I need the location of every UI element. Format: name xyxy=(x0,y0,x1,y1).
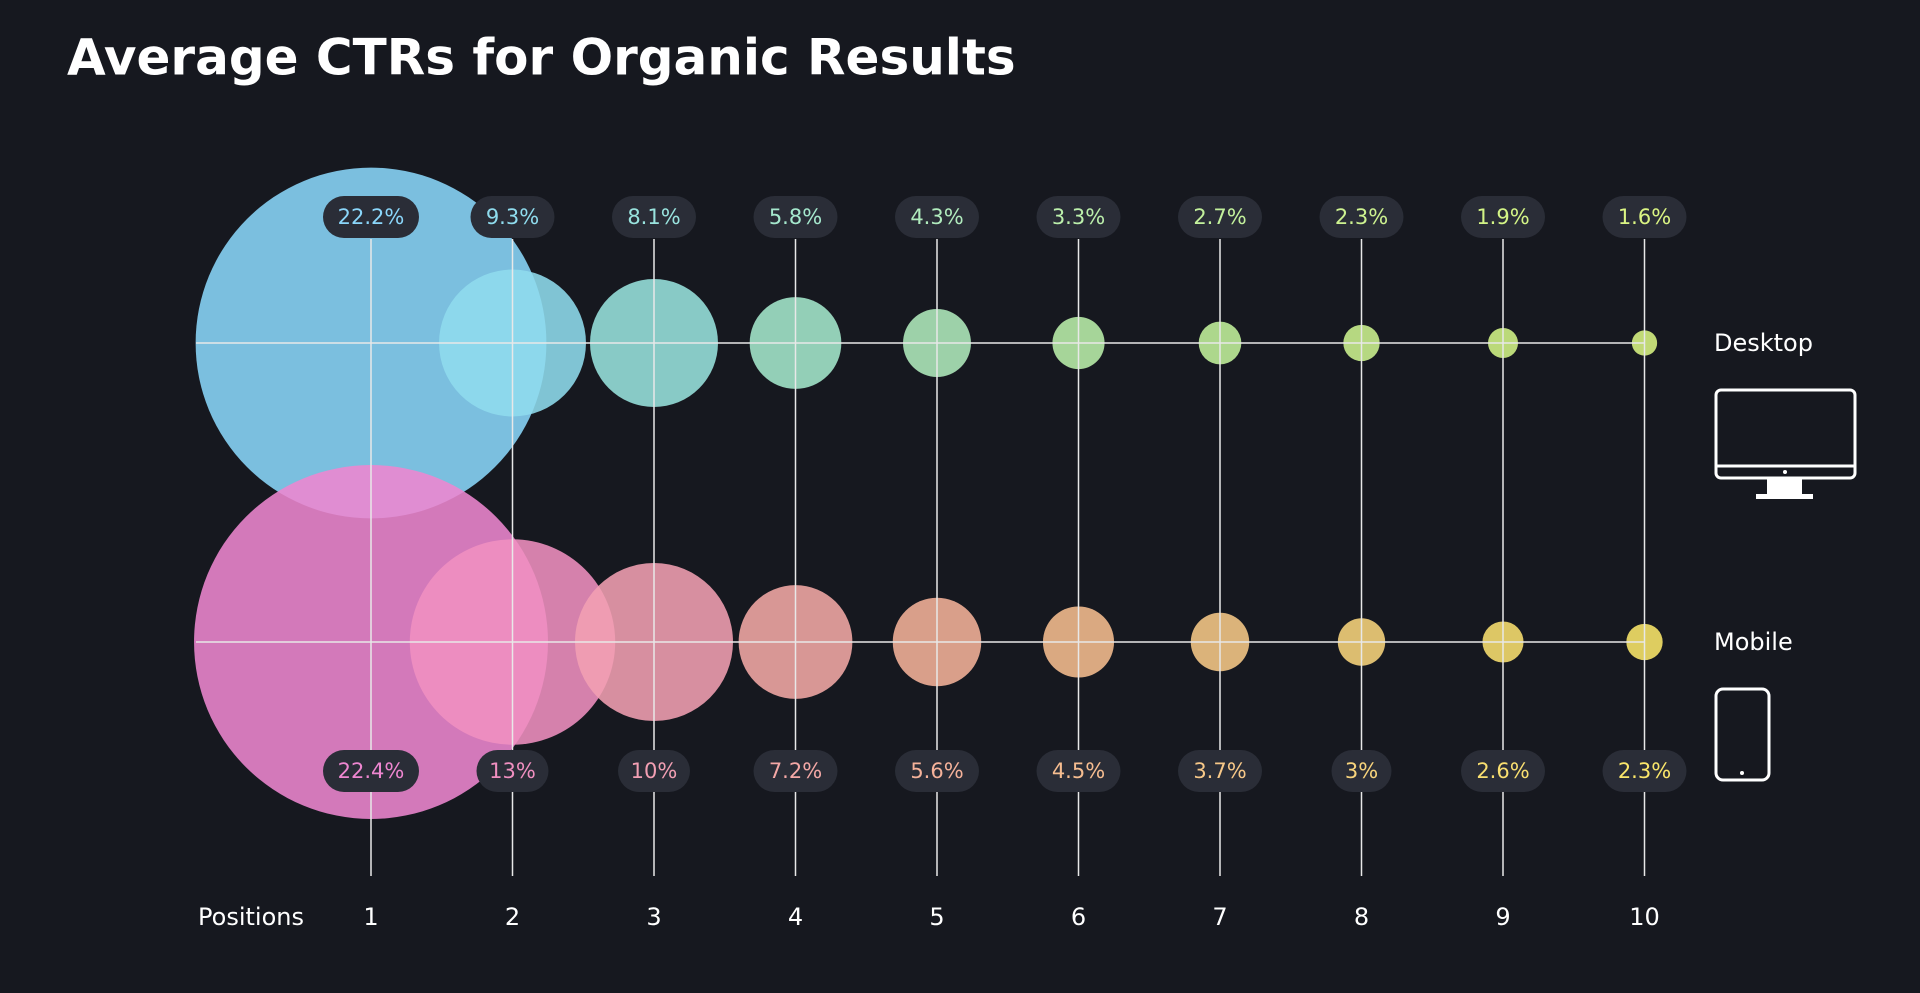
labels: 22.2% 9.3% 8.1% 5.8% 4.3% 3.3% 2.7% 2.3% 1.9% 1.6… xyxy=(323,196,1687,792)
label-pill xyxy=(1461,196,1545,238)
value-label: 9.3% xyxy=(486,205,539,229)
lines xyxy=(196,239,1646,876)
desktop-icon xyxy=(1714,388,1857,499)
legend-label: Mobile xyxy=(1714,628,1793,656)
chart-title: Average CTRs for Organic Results xyxy=(67,29,1016,87)
value-label: 4.5% xyxy=(1052,759,1105,783)
label-pill xyxy=(470,196,555,238)
label-pill xyxy=(753,750,838,792)
value-label: 22.4% xyxy=(338,759,405,783)
value-label: 13% xyxy=(489,759,536,783)
label-pill xyxy=(612,196,696,238)
x-tick-label: 2 xyxy=(505,903,520,931)
value-label: 5.6% xyxy=(910,759,963,783)
label-pill xyxy=(895,750,979,792)
legend-label: Desktop xyxy=(1714,329,1813,357)
x-tick-label: 9 xyxy=(1495,903,1510,931)
x-tick-label: 4 xyxy=(788,903,803,931)
x-tick-label: 5 xyxy=(929,903,944,931)
value-label: 7.2% xyxy=(769,759,822,783)
bubbles xyxy=(194,167,1663,819)
label-pill xyxy=(618,750,690,792)
label-pill xyxy=(1602,196,1687,238)
value-label: 3% xyxy=(1345,759,1378,783)
label-pill xyxy=(1178,750,1262,792)
x-axis-label: Positions xyxy=(198,903,304,931)
x-tick-label: 1 xyxy=(363,903,378,931)
value-label: 4.3% xyxy=(910,205,963,229)
value-label: 2.3% xyxy=(1335,205,1388,229)
label-pill xyxy=(1461,750,1545,792)
x-tick-label: 6 xyxy=(1071,903,1086,931)
label-pill xyxy=(895,196,979,238)
label-pill xyxy=(476,750,549,792)
value-label: 2.3% xyxy=(1618,759,1671,783)
label-pill xyxy=(323,196,419,238)
x-tick-label: 7 xyxy=(1212,903,1227,931)
x-tick-label: 8 xyxy=(1354,903,1369,931)
label-pill xyxy=(1036,196,1121,238)
value-label: 1.9% xyxy=(1476,205,1529,229)
value-label: 2.6% xyxy=(1476,759,1529,783)
value-label: 22.2% xyxy=(338,205,405,229)
label-pill xyxy=(753,196,838,238)
x-tick-label: 3 xyxy=(646,903,661,931)
mobile-icon xyxy=(1714,687,1771,782)
label-pill xyxy=(1319,196,1404,238)
label-pill xyxy=(1178,196,1262,238)
label-pill xyxy=(1036,750,1121,792)
label-pill xyxy=(323,750,419,792)
value-label: 10% xyxy=(631,759,678,783)
x-tick-label: 10 xyxy=(1629,903,1660,931)
value-label: 5.8% xyxy=(769,205,822,229)
value-label: 2.7% xyxy=(1193,205,1246,229)
value-label: 1.6% xyxy=(1618,205,1671,229)
value-label: 3.7% xyxy=(1193,759,1246,783)
label-pill xyxy=(1331,750,1392,792)
value-label: 8.1% xyxy=(627,205,680,229)
value-label: 3.3% xyxy=(1052,205,1105,229)
label-pill xyxy=(1602,750,1687,792)
